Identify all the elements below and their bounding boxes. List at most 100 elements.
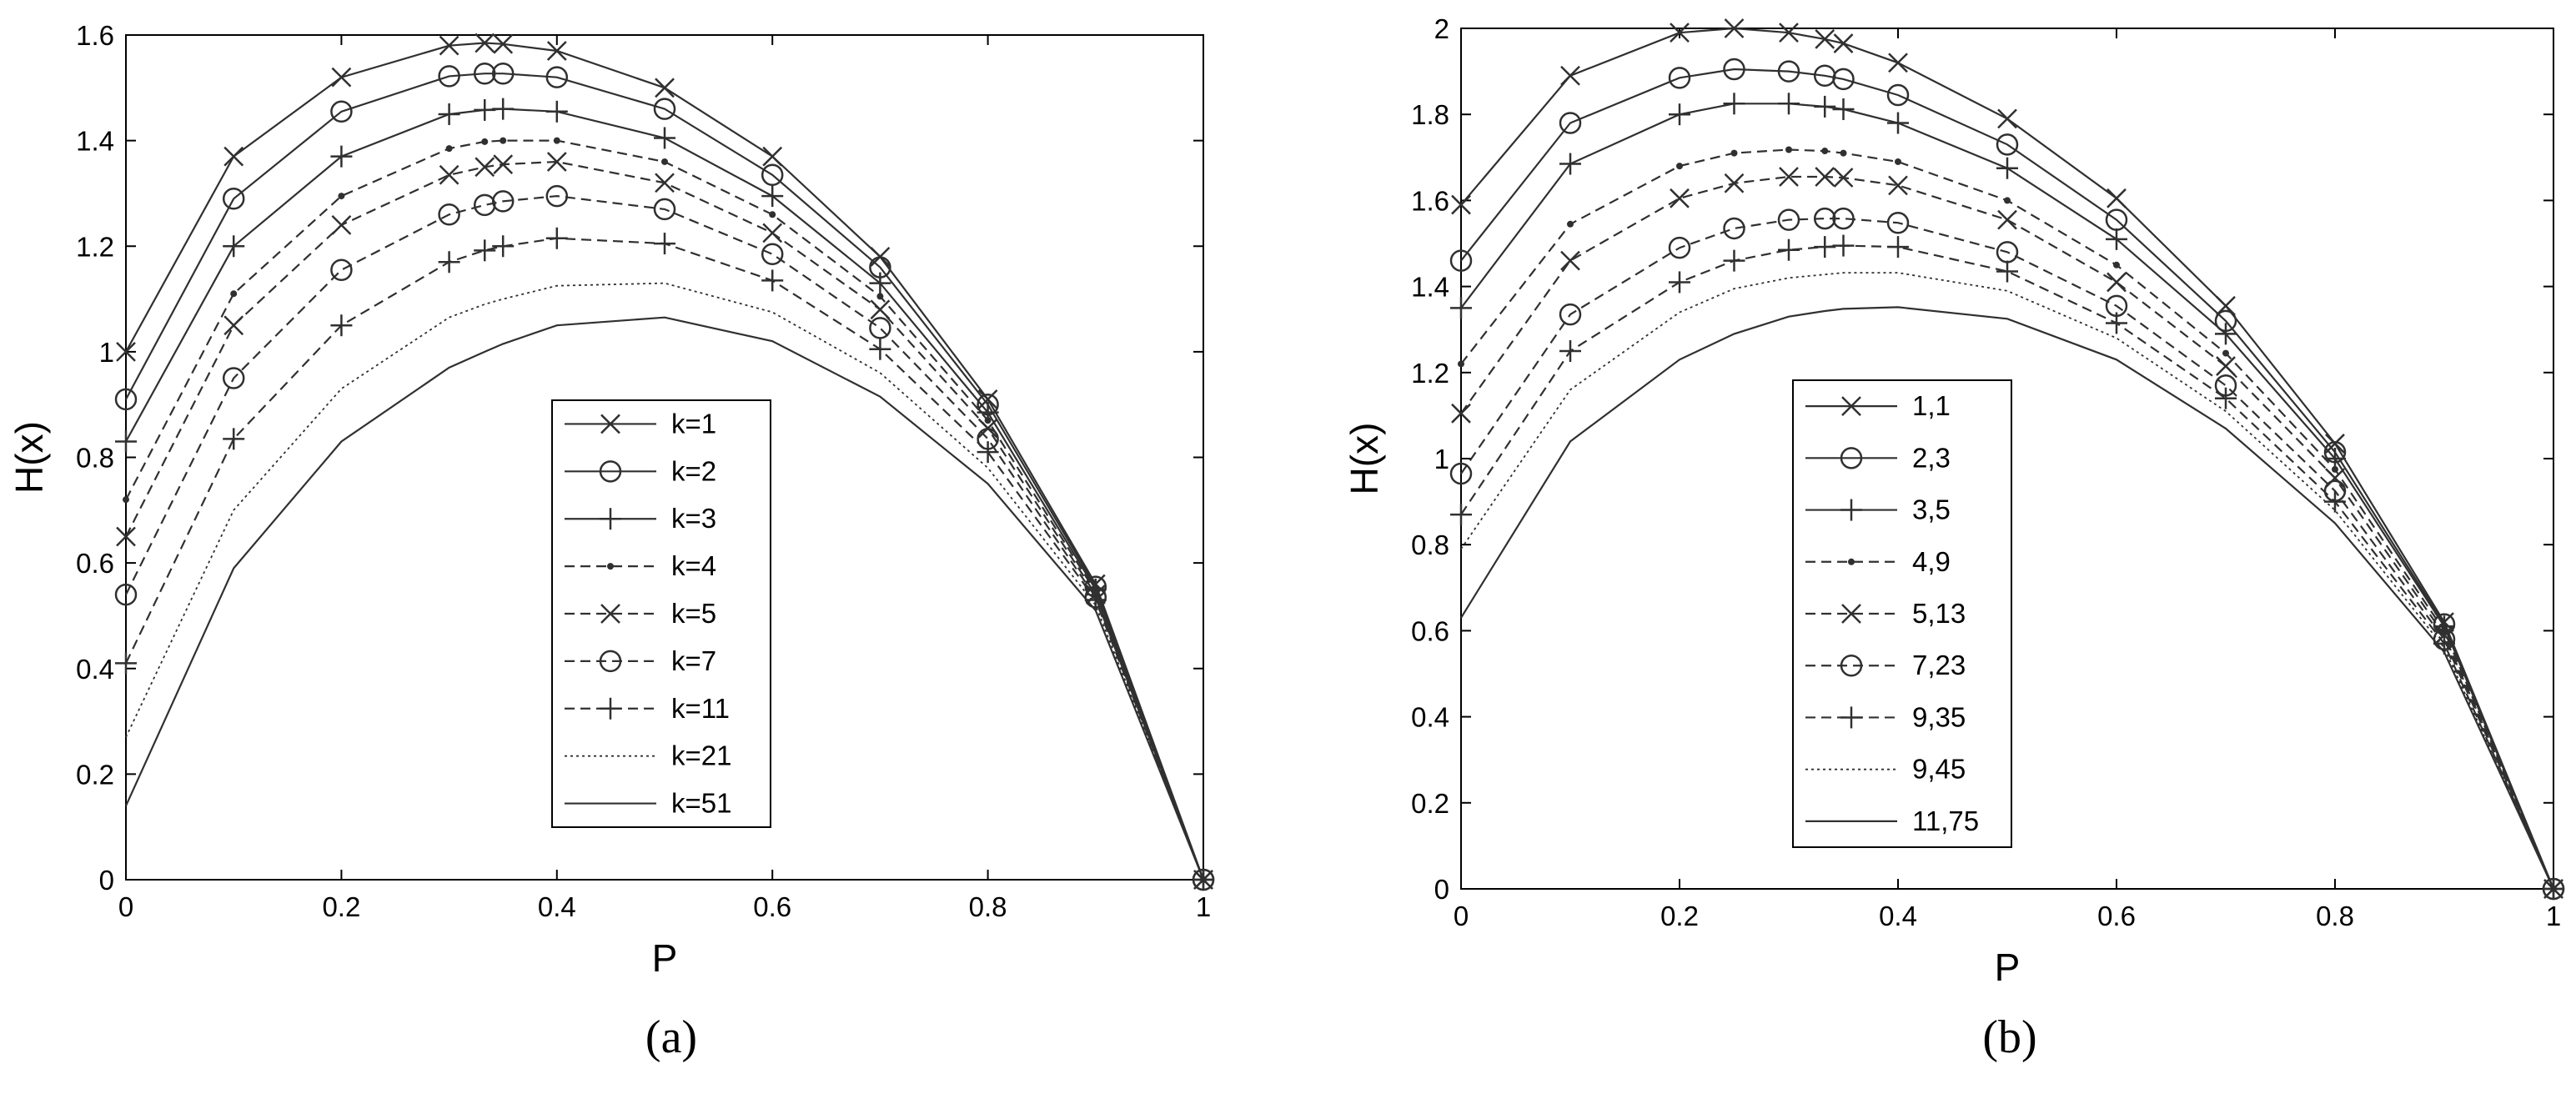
data-point [1559, 303, 1582, 326]
data-point [1451, 403, 1471, 424]
data-point [761, 269, 784, 292]
y-tick-label: 0.8 [1411, 529, 1449, 560]
data-point [1676, 163, 1683, 170]
x-tick-label: 0.2 [1660, 901, 1699, 931]
data-point [1669, 103, 1690, 126]
x-tick-label: 0.4 [1879, 901, 1917, 931]
data-point [473, 62, 496, 85]
data-point [661, 158, 668, 165]
data-point [1560, 65, 1580, 86]
data-point [331, 215, 352, 235]
data-point [546, 152, 567, 172]
data-point [330, 314, 353, 337]
y-tick-label: 0 [1434, 874, 1449, 905]
chart-panel-b: 0 0.2 0.4 0.6 0.8 1 0 0.2 0.4 0.6 0.8 1 1.2 1.4 1.6 1.8… [1343, 13, 2565, 989]
data-point [1567, 220, 1574, 228]
data-point [492, 98, 515, 120]
data-point [1996, 157, 2018, 179]
data-point [223, 235, 245, 258]
series-line [1460, 218, 2555, 890]
y-tick-label: 1.8 [1411, 99, 1449, 130]
series-k=51 [124, 316, 1205, 881]
legend-label: k=5 [671, 598, 716, 629]
data-point [1777, 208, 1800, 231]
x-tick-label: 0 [1454, 901, 1469, 931]
series-line [1460, 175, 2555, 890]
y-tick-label: 0.6 [76, 548, 114, 579]
legend-marker [1840, 654, 1863, 677]
data-point [1887, 236, 1909, 258]
data-point [330, 145, 353, 168]
data-point [2106, 272, 2127, 293]
data-point [1450, 297, 1472, 319]
legend-marker [607, 563, 614, 570]
x-tick-label: 0.6 [2097, 901, 2136, 931]
data-point [762, 223, 783, 243]
data-point [2216, 356, 2236, 376]
legend-marker [1841, 396, 1861, 416]
data-point [1815, 29, 1835, 49]
y-tick-label: 1.4 [1411, 272, 1449, 303]
y-tick-label: 0 [99, 865, 114, 896]
legend-marker [1840, 499, 1862, 521]
data-point [1670, 23, 1690, 43]
data-point [439, 35, 459, 56]
x-axis-title: P [652, 936, 678, 980]
legend-label: 9,45 [1912, 754, 1966, 785]
series-line [1460, 244, 2555, 890]
data-point [222, 188, 245, 210]
data-point [654, 233, 675, 255]
data-point [474, 239, 496, 262]
legend-marker [1848, 558, 1855, 565]
data-point [1832, 207, 1855, 230]
data-point [545, 100, 568, 123]
data-point [223, 315, 244, 336]
legend-label: k=4 [671, 550, 716, 581]
legend-marker [600, 414, 620, 434]
data-point [222, 367, 245, 389]
y-tick-label: 1.6 [1411, 185, 1449, 216]
data-point [1668, 236, 1691, 259]
data-point [1669, 271, 1690, 294]
data-point [545, 184, 569, 208]
data-point [1832, 68, 1855, 91]
data-point [491, 190, 515, 213]
data-point [2106, 228, 2127, 250]
y-tick-label: 1 [99, 337, 114, 368]
x-axis-title: P [1995, 946, 2021, 989]
data-point [438, 65, 460, 88]
data-point [438, 251, 460, 273]
data-point [474, 98, 496, 121]
legend-label: k=21 [671, 740, 731, 771]
series-line [1460, 103, 2555, 890]
legend-label: 4,9 [1912, 546, 1951, 577]
data-point [869, 317, 891, 339]
data-point [1996, 260, 2018, 283]
x-tick-label: 1 [2546, 901, 2561, 931]
data-point [1450, 504, 1472, 526]
data-point [869, 272, 891, 294]
series-5,13 [1451, 167, 2563, 899]
data-point [223, 146, 244, 167]
data-point [1778, 93, 1800, 115]
x-tick-label: 0.8 [2316, 901, 2354, 931]
data-point [1779, 167, 1799, 187]
data-point [1821, 148, 1829, 155]
legend-label: 1,1 [1912, 390, 1951, 421]
data-point [2332, 465, 2338, 473]
legend-marker [1840, 706, 1862, 729]
data-point [1084, 589, 1107, 611]
data-point [2222, 349, 2229, 357]
series-k=21 [125, 282, 1204, 881]
series-11,75 [1460, 306, 2554, 890]
data-point [653, 98, 676, 120]
legend-label: 2,3 [1912, 442, 1951, 473]
data-point [1723, 93, 1745, 115]
data-point [1724, 173, 1745, 193]
data-point [769, 211, 776, 218]
data-point [481, 138, 489, 145]
data-point [114, 583, 138, 606]
data-point [1886, 83, 1910, 107]
y-tick-label: 0.4 [76, 654, 114, 685]
data-point [870, 299, 891, 320]
